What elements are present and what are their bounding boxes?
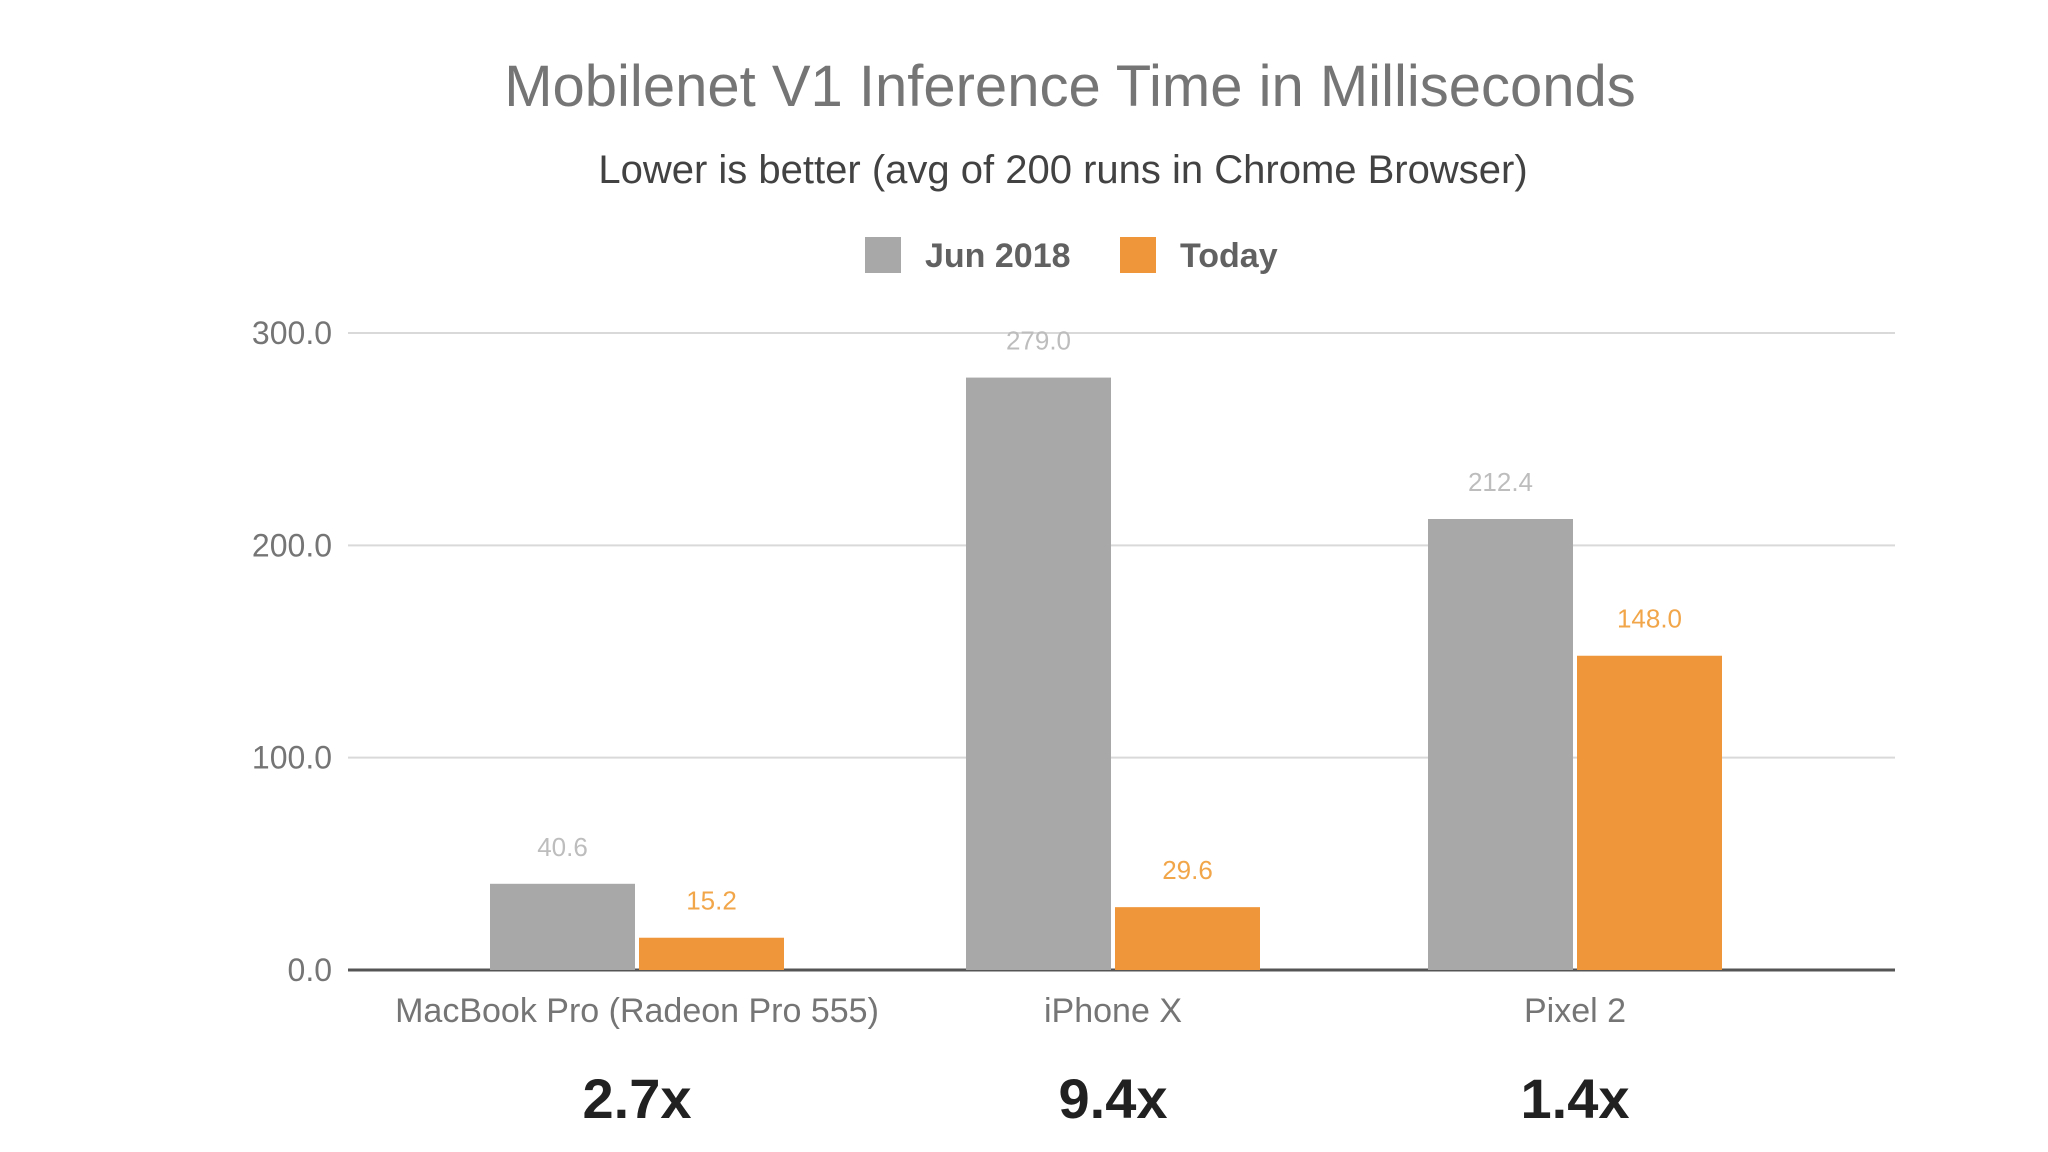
- y-tick-label: 100.0: [252, 740, 332, 776]
- bar: [966, 377, 1111, 971]
- bar: [639, 937, 784, 970]
- data-label: 148.0: [1617, 604, 1682, 634]
- y-tick-label: 300.0: [252, 315, 332, 351]
- bar: [1577, 655, 1722, 970]
- speedup-annotation: 1.4x: [1521, 1067, 1630, 1130]
- x-tick-label: Pixel 2: [1524, 992, 1626, 1030]
- bar: [1115, 907, 1260, 970]
- y-tick-label: 200.0: [252, 527, 332, 563]
- speedup-annotations: 2.7x 9.4x 1.4x: [583, 1067, 1630, 1130]
- bars: [490, 377, 1722, 971]
- chart-title: Mobilenet V1 Inference Time in Milliseco…: [504, 54, 1636, 119]
- x-tick-label: iPhone X: [1044, 992, 1182, 1030]
- data-label: 212.4: [1468, 467, 1533, 497]
- speedup-annotation: 2.7x: [583, 1067, 692, 1130]
- legend-swatch: [865, 237, 901, 273]
- data-labels: 40.6 15.2 279.0 29.6 212.4 148.0: [537, 326, 1682, 916]
- legend-swatch: [1120, 237, 1156, 273]
- bar: [1428, 519, 1573, 970]
- data-label: 40.6: [537, 832, 588, 862]
- bar: [490, 883, 635, 970]
- legend-label: Jun 2018: [925, 237, 1071, 275]
- legend-label: Today: [1180, 237, 1278, 275]
- legend: Jun 2018 Today: [865, 237, 1278, 275]
- data-label: 279.0: [1006, 326, 1071, 356]
- x-tick-label: MacBook Pro (Radeon Pro 555): [395, 992, 879, 1030]
- x-axis: MacBook Pro (Radeon Pro 555) iPhone X Pixe…: [395, 992, 1626, 1030]
- speedup-annotation: 9.4x: [1059, 1067, 1168, 1130]
- chart-subtitle: Lower is better (avg of 200 runs in Chro…: [598, 148, 1527, 192]
- data-label: 29.6: [1162, 855, 1213, 885]
- y-tick-label: 0.0: [288, 952, 332, 988]
- data-label: 15.2: [686, 886, 737, 916]
